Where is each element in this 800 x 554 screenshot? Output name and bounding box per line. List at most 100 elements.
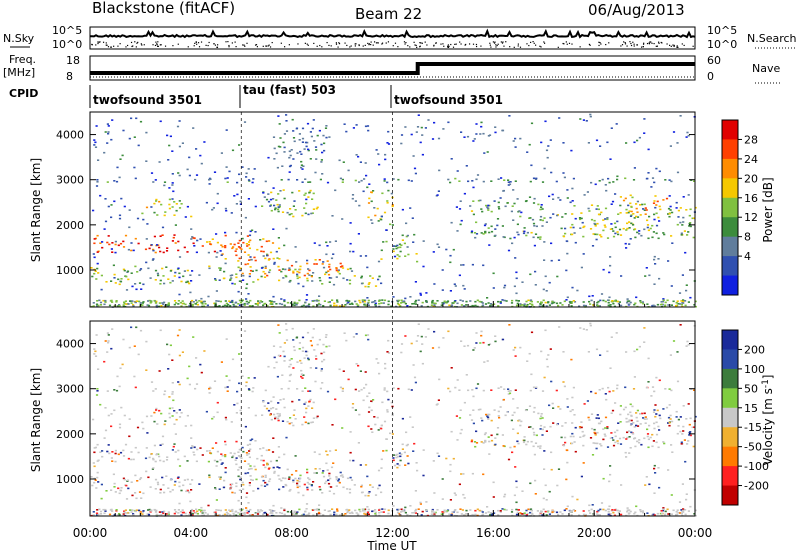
velocity-cell — [224, 467, 227, 469]
velocity-cell — [425, 509, 428, 512]
power-cell — [544, 120, 547, 123]
velocity-cell — [253, 465, 256, 468]
velocity-cell — [315, 472, 318, 474]
velocity-cell — [480, 334, 483, 337]
power-cell — [589, 303, 592, 305]
velocity-cell — [392, 457, 395, 459]
velocity-cell — [378, 511, 381, 514]
velocity-cell — [283, 453, 286, 456]
power-cell — [638, 232, 641, 235]
power-cell — [317, 303, 321, 306]
power-cell — [96, 251, 99, 253]
velocity-cell — [514, 346, 517, 349]
power-cell — [534, 270, 537, 273]
time-tick-label: 12:00 — [375, 526, 410, 540]
power-cell — [688, 225, 691, 227]
power-cell — [609, 264, 612, 267]
velocity-cell — [97, 368, 100, 370]
power-cell — [167, 302, 170, 304]
power-cell — [318, 244, 321, 247]
velocity-cell — [653, 492, 656, 494]
velocity-cell — [147, 509, 150, 511]
power-cell — [668, 195, 671, 197]
power-cell — [540, 301, 543, 303]
power-cell — [413, 233, 416, 236]
velocity-cell — [587, 416, 590, 419]
velocity-cell — [607, 386, 610, 389]
nsearch-point — [543, 41, 545, 43]
velocity-cell — [277, 446, 280, 448]
velocity-cell — [671, 420, 674, 423]
velocity-cell — [98, 508, 101, 511]
power-cell — [225, 129, 228, 131]
power-cell — [465, 304, 468, 306]
velocity-cell — [515, 486, 518, 489]
power-cell — [582, 235, 585, 238]
velocity-cell — [174, 433, 177, 435]
power-cell — [479, 199, 482, 202]
power-cell — [419, 294, 422, 296]
velocity-cell — [440, 513, 443, 515]
velocity-cell — [679, 324, 682, 326]
power-cell — [396, 300, 400, 303]
velocity-cell — [383, 420, 387, 423]
power-cell — [260, 245, 263, 248]
power-cell — [392, 248, 395, 250]
power-cell — [471, 180, 474, 182]
nsearch-point — [565, 41, 567, 43]
velocity-cell — [691, 426, 694, 429]
velocity-cell — [332, 462, 335, 464]
velocity-cell — [479, 408, 482, 411]
velocity-cell — [636, 409, 639, 412]
power-cell — [413, 302, 416, 305]
velocity-cell — [437, 455, 441, 457]
velocity-cell — [316, 509, 319, 511]
nsearch-point — [172, 45, 174, 47]
velocity-cell — [651, 433, 654, 436]
velocity-cell — [161, 511, 164, 513]
velocity-cell — [492, 481, 495, 484]
nsearch-point — [630, 44, 633, 47]
velocity-cell — [475, 342, 478, 344]
time-tick-label: 08:00 — [274, 526, 309, 540]
power-cell — [651, 224, 654, 227]
power-cell — [586, 191, 589, 193]
power-cell — [687, 194, 690, 196]
velocity-cell — [526, 440, 529, 443]
velocity-cell — [687, 403, 690, 405]
velocity-ylabel: Slant Range [km] — [29, 368, 43, 472]
power-cell — [267, 259, 270, 261]
velocity-cell — [400, 508, 403, 511]
power-cell — [507, 249, 511, 252]
nsearch-point — [213, 43, 215, 45]
power-cell — [378, 275, 381, 278]
velocity-cell — [374, 423, 377, 426]
velocity-cell — [443, 509, 446, 512]
power-cell — [186, 168, 189, 171]
power-cell — [325, 136, 328, 139]
power-cell — [371, 222, 374, 224]
velocity-cell — [596, 510, 599, 513]
nsearch-point — [155, 41, 157, 43]
velocity-cell — [693, 426, 696, 428]
velocity-cell — [225, 418, 228, 421]
velocity-cell — [651, 445, 654, 448]
power-cell — [296, 275, 299, 277]
velocity-cell — [523, 439, 526, 442]
velocity-cell — [94, 355, 98, 357]
power-cell — [625, 247, 628, 249]
power-cell — [584, 304, 587, 307]
power-cell — [383, 178, 386, 180]
velocity-cell — [238, 448, 241, 451]
velocity-cell — [561, 513, 564, 515]
power-cell — [171, 150, 174, 152]
nsearch-point — [288, 44, 290, 46]
velocity-cell — [628, 430, 631, 432]
velocity-cell — [401, 417, 404, 420]
power-cell — [110, 248, 113, 250]
velocity-cell — [391, 414, 394, 417]
power-cell — [216, 251, 219, 254]
velocity-cell — [596, 414, 599, 416]
power-cell — [92, 209, 95, 212]
velocity-cell — [360, 388, 363, 391]
